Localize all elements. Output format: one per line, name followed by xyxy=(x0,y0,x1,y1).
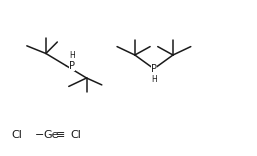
Text: H: H xyxy=(151,75,157,84)
Text: ≡: ≡ xyxy=(56,130,66,140)
Text: Cl: Cl xyxy=(70,130,81,140)
Text: H: H xyxy=(69,51,75,60)
Text: Ge: Ge xyxy=(43,130,59,140)
Text: P: P xyxy=(69,61,75,71)
Text: P: P xyxy=(151,64,157,74)
Text: Cl: Cl xyxy=(12,130,22,140)
Text: −: − xyxy=(34,130,44,140)
